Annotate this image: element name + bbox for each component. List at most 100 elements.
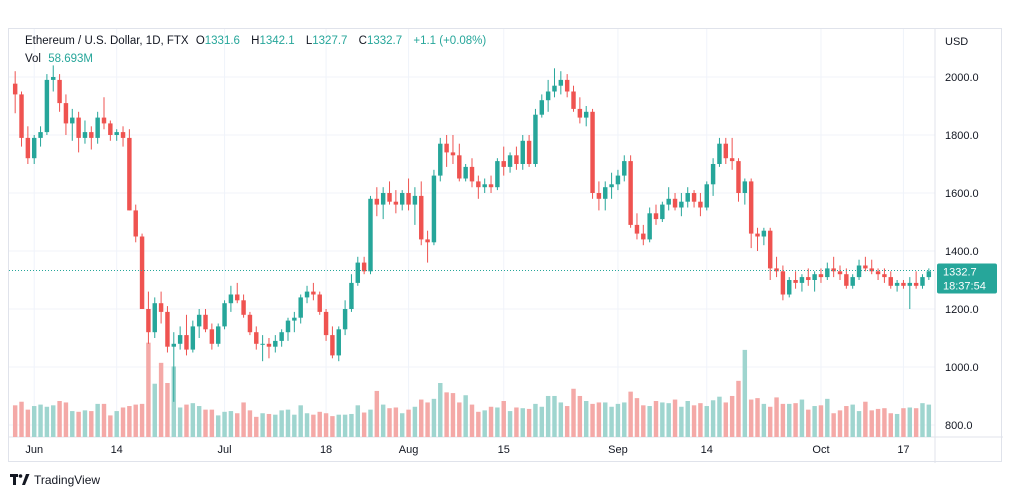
volume-bar — [628, 391, 633, 437]
candle-body — [888, 277, 893, 286]
volume-bar — [349, 413, 354, 437]
volume-bar — [793, 403, 798, 437]
candle — [647, 207, 652, 243]
volume-bar — [539, 406, 545, 437]
volume-bar — [241, 402, 246, 437]
volume-bar — [266, 413, 272, 437]
candle — [44, 74, 50, 135]
volume-bar — [279, 410, 284, 437]
volume-bar — [196, 406, 202, 437]
volume-bar — [222, 411, 227, 437]
volume-bar — [368, 409, 373, 437]
price-chart[interactable]: 2000.0 1800.0 1600.0 1400.0 1200.0 1000.0 800.… — [9, 29, 1003, 463]
candle-body — [495, 161, 500, 188]
candle — [907, 277, 913, 309]
candle-body — [577, 108, 583, 118]
candle-body — [450, 152, 456, 156]
candle — [679, 193, 684, 217]
candle-body — [406, 193, 411, 205]
currency-label: USD — [945, 36, 968, 48]
volume-bar — [717, 396, 722, 437]
tradingview-footer[interactable]: TradingView — [10, 473, 100, 487]
volume-bar — [463, 395, 468, 437]
candle-body — [133, 210, 138, 237]
candle-body — [57, 79, 62, 104]
candle-body — [51, 77, 56, 80]
candle-body — [380, 193, 386, 205]
volume-bar — [907, 407, 913, 437]
candle — [894, 280, 900, 292]
high-label: H — [251, 35, 260, 47]
candle-body — [127, 137, 132, 211]
candle — [850, 274, 855, 289]
candle-body — [76, 117, 81, 138]
candle-body — [266, 343, 272, 347]
candle — [641, 224, 646, 246]
candle-body — [292, 317, 297, 321]
candle — [558, 71, 564, 95]
volume-bar — [812, 406, 817, 437]
candle — [317, 291, 322, 315]
candle-body — [196, 314, 202, 327]
candle — [609, 172, 614, 199]
symbol-title[interactable]: Ethereum / U.S. Dollar, 1D, FTX — [25, 35, 189, 47]
candle — [507, 152, 513, 173]
volume-bar — [82, 410, 88, 437]
date-tick-label: Jun — [25, 444, 43, 456]
candle — [729, 137, 735, 170]
candle-body — [108, 123, 113, 135]
volume-bar — [342, 414, 348, 437]
candle — [222, 300, 227, 330]
candle-body — [704, 184, 709, 208]
candle-body — [82, 132, 88, 138]
candle — [476, 175, 481, 199]
candle — [812, 271, 817, 292]
volume-bar — [89, 411, 94, 437]
candle-body — [260, 343, 265, 345]
candle-body — [336, 329, 341, 356]
candle-body — [691, 193, 697, 202]
volume-bar — [622, 402, 627, 437]
last-price-label: 1332.7 18:37:54 — [937, 263, 997, 294]
volume-bar — [120, 407, 126, 437]
price-axis: 2000.0 1800.0 1600.0 1400.0 1200.0 1000.0 800.… — [945, 72, 979, 432]
candle — [672, 193, 678, 211]
candle-body — [799, 277, 805, 283]
volume-bar — [577, 395, 583, 437]
candle — [361, 256, 367, 275]
candle — [215, 323, 221, 347]
candle-body — [95, 117, 100, 138]
volume-bar — [609, 406, 614, 437]
volume-bar — [653, 401, 659, 437]
volume-bar — [438, 383, 443, 437]
candle-body — [628, 161, 633, 225]
candle-body — [330, 335, 335, 356]
candle-body — [31, 137, 37, 159]
volume-bar — [806, 409, 811, 437]
volume-bar — [913, 408, 919, 437]
candle — [780, 265, 786, 301]
volume-bar — [583, 401, 589, 437]
volume-bar — [894, 413, 900, 437]
candle-body — [818, 274, 824, 278]
candle — [285, 317, 291, 341]
candle-body — [913, 282, 919, 286]
volume-bar — [444, 392, 449, 437]
volume-bar — [260, 413, 265, 437]
candle-body — [120, 132, 126, 138]
candle — [279, 329, 284, 347]
candle — [336, 326, 341, 362]
volume-bar — [70, 411, 75, 437]
volume-bar — [723, 402, 729, 437]
candle-body — [114, 132, 119, 135]
volume-bar — [698, 403, 703, 437]
candle — [431, 169, 437, 246]
volume-bar — [374, 390, 380, 437]
candle — [488, 175, 494, 193]
candle-body — [38, 132, 43, 138]
candle — [666, 187, 671, 211]
candle — [869, 259, 874, 275]
volume-bar — [114, 411, 119, 437]
candle-body — [698, 201, 703, 208]
candle — [57, 74, 62, 112]
